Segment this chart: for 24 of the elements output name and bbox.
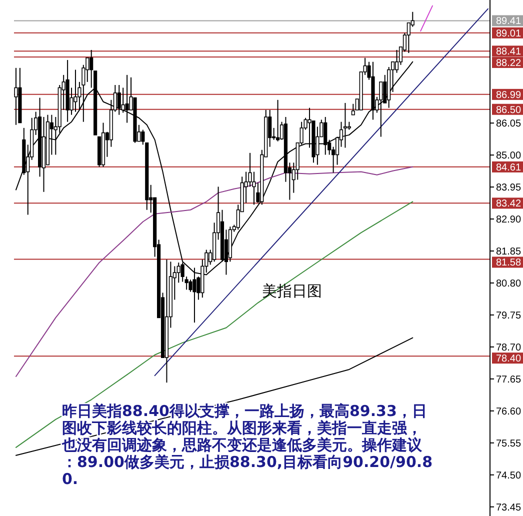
- y-tick-label: 76.60: [496, 406, 522, 418]
- ref-line-label: 88.22: [496, 58, 522, 69]
- y-tick-label: 77.65: [496, 374, 522, 386]
- ref-line-label: 81.58: [496, 258, 522, 269]
- y-tick-label: 75.55: [496, 438, 522, 450]
- y-tick-label: 78.70: [496, 342, 522, 354]
- ref-line-label: 78.40: [496, 354, 522, 365]
- annotation: 美指日图: [262, 282, 322, 300]
- ref-line-label: 86.99: [496, 90, 522, 101]
- y-tick-label: 86.05: [496, 118, 522, 130]
- y-tick-label: 81.85: [496, 246, 522, 258]
- y-tick-label: 85.00: [496, 150, 522, 162]
- ref-line-label: 89.01: [496, 28, 522, 40]
- y-tick-label: 73.45: [496, 502, 522, 514]
- y-tick-label: 83.95: [496, 182, 522, 194]
- ref-line-label: 89.41: [496, 16, 522, 28]
- ref-line-label: 84.61: [496, 162, 522, 174]
- ref-line-label: 86.50: [496, 104, 522, 116]
- y-tick-label: 79.75: [496, 310, 522, 322]
- y-tick-label: 82.90: [496, 214, 522, 226]
- ref-line-label: 88.41: [496, 46, 522, 58]
- y-tick-label: 74.50: [496, 470, 522, 482]
- y-tick-label: 80.80: [496, 278, 522, 290]
- ref-line-label: 83.42: [496, 198, 522, 210]
